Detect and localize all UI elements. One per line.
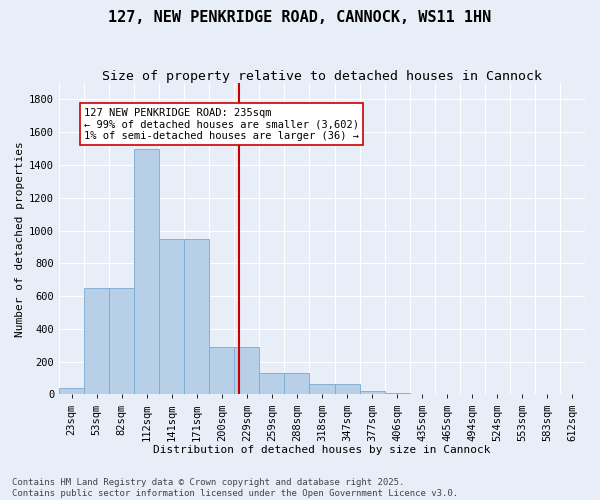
Bar bbox=[59, 388, 84, 394]
Bar bbox=[209, 347, 235, 395]
Y-axis label: Number of detached properties: Number of detached properties bbox=[15, 141, 25, 336]
Bar bbox=[184, 238, 209, 394]
Text: Contains HM Land Registry data © Crown copyright and database right 2025.
Contai: Contains HM Land Registry data © Crown c… bbox=[12, 478, 458, 498]
Bar bbox=[385, 393, 410, 394]
Bar bbox=[310, 384, 335, 394]
Bar bbox=[259, 373, 284, 394]
Title: Size of property relative to detached houses in Cannock: Size of property relative to detached ho… bbox=[102, 70, 542, 83]
Bar bbox=[335, 384, 359, 394]
Text: 127, NEW PENKRIDGE ROAD, CANNOCK, WS11 1HN: 127, NEW PENKRIDGE ROAD, CANNOCK, WS11 1… bbox=[109, 10, 491, 25]
Bar bbox=[134, 148, 159, 394]
Bar bbox=[359, 391, 385, 394]
Bar bbox=[84, 288, 109, 395]
X-axis label: Distribution of detached houses by size in Cannock: Distribution of detached houses by size … bbox=[153, 445, 491, 455]
Text: 127 NEW PENKRIDGE ROAD: 235sqm
← 99% of detached houses are smaller (3,602)
1% o: 127 NEW PENKRIDGE ROAD: 235sqm ← 99% of … bbox=[84, 108, 359, 141]
Bar bbox=[109, 288, 134, 395]
Bar bbox=[235, 347, 259, 395]
Bar bbox=[159, 238, 184, 394]
Bar bbox=[284, 373, 310, 394]
